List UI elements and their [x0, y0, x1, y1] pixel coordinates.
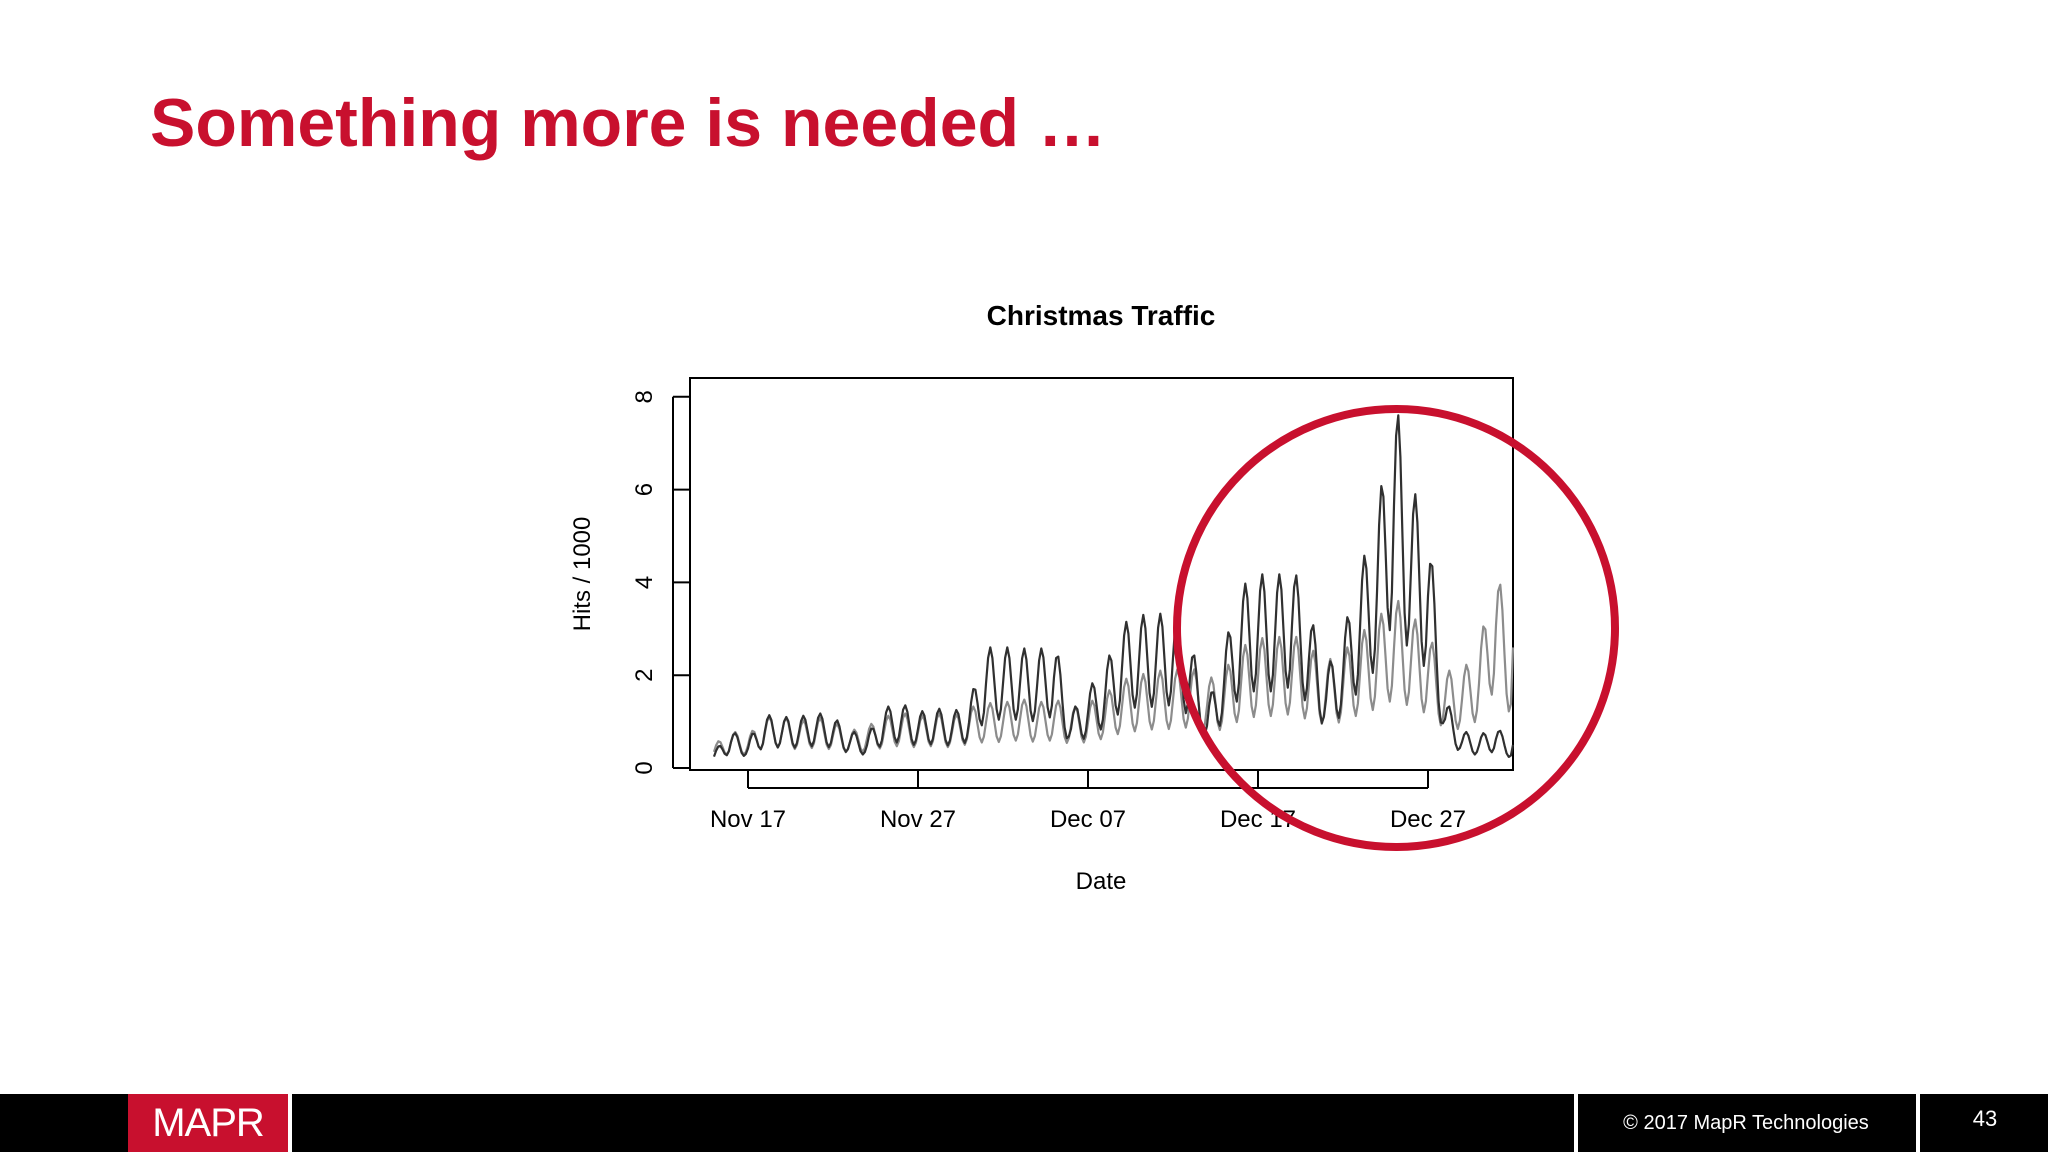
series-layer: [712, 414, 1515, 758]
mapr-logo: MAPR: [128, 1094, 288, 1152]
slide-title: Something more is needed …: [150, 85, 1106, 161]
footer-divider: [1574, 1094, 1578, 1152]
x-tick-label: Nov 17: [710, 806, 786, 833]
y-tick-label: 6: [631, 483, 658, 496]
highlight-circle: [1173, 405, 1619, 851]
x-tick-label: Dec 27: [1390, 806, 1466, 833]
footer-bar: [0, 1094, 2048, 1152]
x-tick-label: Dec 07: [1050, 806, 1126, 833]
y-tick-label: 2: [631, 669, 658, 682]
y-axis-label: Hits / 1000: [569, 517, 596, 632]
copyright-text: © 2017 MapR Technologies: [1623, 1112, 1869, 1134]
footer-divider: [1916, 1094, 1920, 1152]
y-tick-label: 8: [631, 390, 658, 403]
series-line: [712, 414, 1515, 758]
plot-frame: [689, 377, 1514, 771]
x-tick-label: Nov 27: [880, 806, 956, 833]
page-number: 43: [1972, 1106, 1998, 1131]
y-axis: 0 2 4 6 8: [631, 390, 690, 775]
y-tick-label: 0: [631, 761, 658, 774]
footer-divider: [288, 1094, 292, 1152]
y-tick-label: 4: [631, 576, 658, 589]
chart-title: Christmas Traffic: [987, 300, 1216, 331]
x-axis-label: Date: [1076, 868, 1127, 895]
christmas-traffic-chart: Christmas Traffic 0 2 4 6 8 Nov 17 Nov 27 Dec …: [569, 300, 1619, 895]
x-axis: Nov 17 Nov 27 Dec 07 Dec 17 Dec 27: [710, 770, 1466, 833]
